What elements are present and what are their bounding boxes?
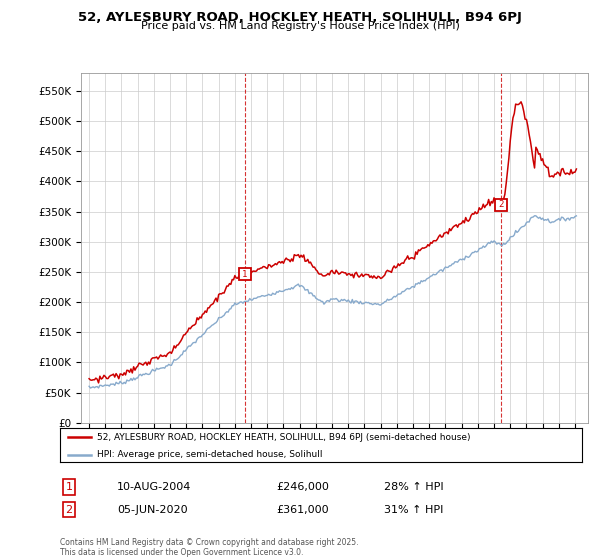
- Text: Price paid vs. HM Land Registry's House Price Index (HPI): Price paid vs. HM Land Registry's House …: [140, 21, 460, 31]
- Text: 1: 1: [65, 482, 73, 492]
- Text: 1: 1: [242, 270, 248, 279]
- Text: 2: 2: [65, 505, 73, 515]
- Text: 52, AYLESBURY ROAD, HOCKLEY HEATH, SOLIHULL, B94 6PJ: 52, AYLESBURY ROAD, HOCKLEY HEATH, SOLIH…: [78, 11, 522, 24]
- Text: 05-JUN-2020: 05-JUN-2020: [117, 505, 188, 515]
- Text: 52, AYLESBURY ROAD, HOCKLEY HEATH, SOLIHULL, B94 6PJ (semi-detached house): 52, AYLESBURY ROAD, HOCKLEY HEATH, SOLIH…: [97, 433, 470, 442]
- Text: £246,000: £246,000: [276, 482, 329, 492]
- Text: 28% ↑ HPI: 28% ↑ HPI: [384, 482, 443, 492]
- Text: 10-AUG-2004: 10-AUG-2004: [117, 482, 191, 492]
- Text: £361,000: £361,000: [276, 505, 329, 515]
- Text: HPI: Average price, semi-detached house, Solihull: HPI: Average price, semi-detached house,…: [97, 450, 322, 459]
- Text: Contains HM Land Registry data © Crown copyright and database right 2025.
This d: Contains HM Land Registry data © Crown c…: [60, 538, 359, 557]
- Text: 31% ↑ HPI: 31% ↑ HPI: [384, 505, 443, 515]
- Text: 2: 2: [498, 200, 503, 209]
